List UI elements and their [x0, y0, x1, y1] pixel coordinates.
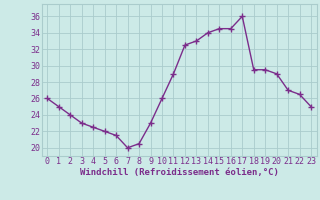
X-axis label: Windchill (Refroidissement éolien,°C): Windchill (Refroidissement éolien,°C)	[80, 168, 279, 177]
